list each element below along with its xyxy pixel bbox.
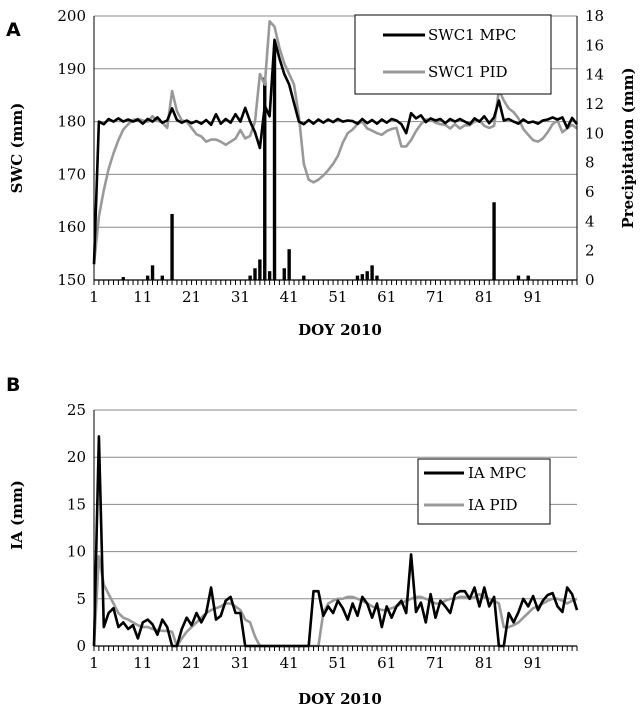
x-tick-label: 51 bbox=[328, 654, 347, 672]
precipitation-bar bbox=[375, 275, 379, 280]
panel-b-legend-box bbox=[417, 458, 551, 525]
panel-b-legend-label-pid: IA PID bbox=[468, 496, 518, 514]
y-tick-label: 25 bbox=[67, 401, 86, 419]
precipitation-bar bbox=[370, 265, 374, 280]
y-tick-label: 5 bbox=[76, 590, 86, 608]
precipitation-bar bbox=[121, 277, 125, 280]
panel-a-legend-label-mpc: SWC1 MPC bbox=[428, 26, 516, 44]
x-tick-label: 1 bbox=[89, 654, 99, 672]
panel-a-legend: SWC1 MPC SWC1 PID bbox=[354, 14, 552, 95]
panel-b-legend: IA MPC IA PID bbox=[417, 458, 551, 525]
x-tick-label: 51 bbox=[328, 288, 347, 306]
precipitation-bar bbox=[267, 271, 272, 280]
x-tick-label: 71 bbox=[426, 654, 445, 672]
y2-tick-label: 8 bbox=[585, 154, 595, 172]
precipitation-bar bbox=[170, 214, 174, 280]
x-tick-label: 31 bbox=[231, 288, 250, 306]
y-tick-label: 10 bbox=[67, 543, 86, 561]
x-tick-label: 11 bbox=[133, 288, 152, 306]
panel-a-letter: A bbox=[6, 19, 21, 41]
x-tick-label: 1 bbox=[89, 288, 99, 306]
x-tick-label: 81 bbox=[475, 654, 494, 672]
y-tick-label: 20 bbox=[67, 448, 86, 466]
panel-b-y-axis-title: IA (mm) bbox=[8, 480, 26, 550]
precipitation-bar bbox=[160, 275, 164, 280]
x-tick-label: 31 bbox=[231, 654, 250, 672]
panel-a-y2-axis-title: Precipitation (mm) bbox=[619, 67, 637, 228]
y2-tick-label: 6 bbox=[585, 183, 595, 201]
x-tick-label: 61 bbox=[377, 654, 396, 672]
precipitation-bar bbox=[145, 275, 150, 280]
x-tick-label: 21 bbox=[182, 654, 201, 672]
precipitation-bar bbox=[355, 275, 360, 280]
precipitation-bar bbox=[253, 268, 257, 280]
y2-tick-label: 16 bbox=[585, 36, 604, 54]
precipitation-bar bbox=[516, 275, 521, 280]
x-tick-label: 81 bbox=[475, 288, 494, 306]
x-tick-label: 21 bbox=[182, 288, 201, 306]
panel-a-legend-box bbox=[354, 14, 552, 95]
y-tick-label: 150 bbox=[57, 271, 86, 289]
y2-tick-label: 12 bbox=[585, 95, 604, 113]
precipitation-bar bbox=[282, 268, 286, 280]
y2-tick-label: 2 bbox=[585, 242, 595, 260]
y2-tick-label: 14 bbox=[585, 66, 604, 84]
panel-b-letter: B bbox=[6, 374, 20, 396]
x-tick-label: 91 bbox=[524, 288, 543, 306]
precipitation-bar bbox=[526, 275, 530, 280]
precipitation-bar bbox=[272, 48, 277, 281]
y2-tick-label: 18 bbox=[585, 7, 604, 25]
y-tick-label: 0 bbox=[76, 637, 86, 655]
precipitation-bar bbox=[492, 202, 496, 280]
x-tick-label: 71 bbox=[426, 288, 445, 306]
x-tick-label: 11 bbox=[133, 654, 152, 672]
y2-tick-label: 4 bbox=[585, 212, 595, 230]
y-tick-label: 160 bbox=[57, 218, 86, 236]
x-tick-label: 41 bbox=[280, 288, 299, 306]
x-tick-label: 91 bbox=[524, 654, 543, 672]
panel-a-legend-label-pid: SWC1 PID bbox=[428, 63, 508, 81]
panel-a-x-axis-title: DOY 2010 bbox=[298, 321, 382, 339]
y2-tick-label: 10 bbox=[585, 124, 604, 142]
y-tick-label: 180 bbox=[57, 113, 86, 131]
precipitation-bar bbox=[287, 249, 291, 280]
y2-tick-label: 0 bbox=[585, 271, 595, 289]
x-tick-label: 61 bbox=[377, 288, 396, 306]
precipitation-bar bbox=[248, 275, 252, 280]
panel-b-legend-label-mpc: IA MPC bbox=[468, 464, 526, 482]
precipitation-bar bbox=[360, 274, 365, 280]
series-line bbox=[92, 554, 578, 648]
precipitation-bar bbox=[302, 275, 306, 280]
panel-a-series-lines bbox=[92, 19, 579, 265]
panel-a-y-axis-title: SWC (mm) bbox=[8, 103, 26, 194]
panel-a-axes bbox=[93, 16, 578, 285]
panel-a-precipitation-bars bbox=[121, 48, 530, 281]
panel-b-axes bbox=[93, 410, 578, 651]
y-tick-label: 170 bbox=[57, 165, 86, 183]
series-line bbox=[92, 38, 579, 265]
y-tick-label: 15 bbox=[67, 495, 86, 513]
y-tick-label: 190 bbox=[57, 60, 86, 78]
x-tick-label: 41 bbox=[280, 654, 299, 672]
precipitation-bar bbox=[150, 265, 155, 280]
precipitation-bar bbox=[263, 77, 267, 280]
precipitation-bar bbox=[365, 271, 369, 280]
precipitation-bar bbox=[258, 259, 262, 280]
y-tick-label: 200 bbox=[57, 7, 86, 25]
panel-b-x-axis-title: DOY 2010 bbox=[298, 690, 382, 708]
